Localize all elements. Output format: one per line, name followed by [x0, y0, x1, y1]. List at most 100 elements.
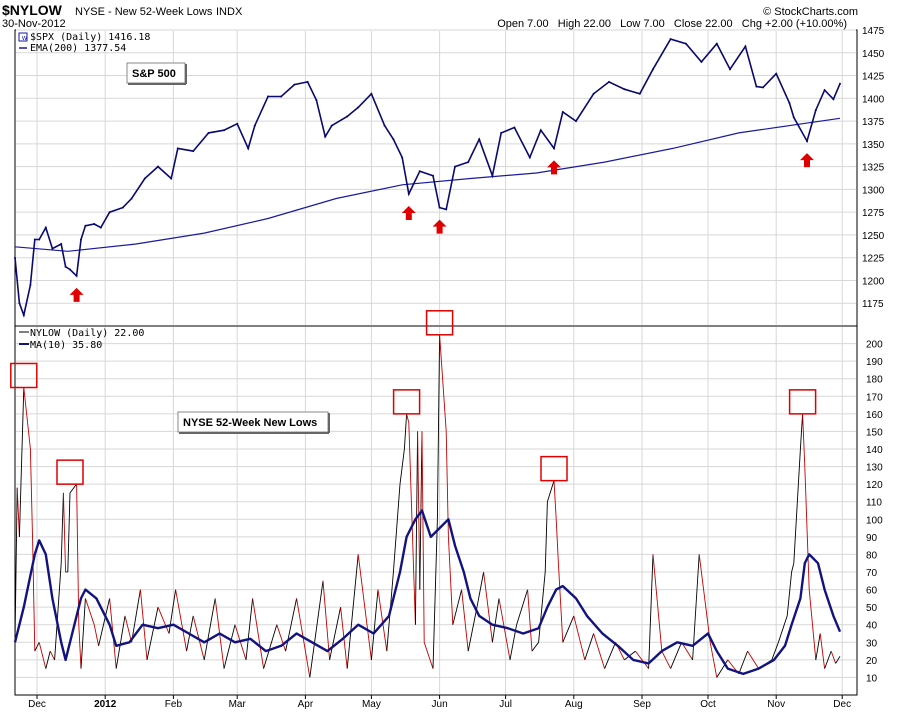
price-tick-label: 1250 — [862, 231, 885, 242]
nylow-segment — [16, 487, 20, 537]
nylow-segment — [115, 615, 126, 669]
nylow-segment — [562, 615, 575, 643]
spx-data-point — [823, 89, 826, 92]
nylow-segment — [747, 650, 759, 669]
spx-data-point — [700, 60, 703, 63]
spx-data-point — [253, 124, 256, 127]
nylow-segment — [786, 571, 793, 616]
x-tick-label: Feb — [165, 699, 183, 710]
nylow-segment — [593, 633, 606, 669]
lows-label: NYSE 52-Week New Lows — [183, 417, 317, 429]
legend-ma: MA(10) 35.80 — [30, 340, 102, 351]
lows-tick-label: 80 — [866, 550, 878, 561]
peak-highlight-box — [788, 389, 817, 415]
spx-data-point — [715, 42, 718, 45]
peak-highlight-box — [540, 455, 568, 482]
nylow-segment — [76, 484, 80, 625]
spx-data-point — [806, 140, 808, 143]
peak-highlights — [10, 310, 817, 485]
nylow-segment — [648, 554, 654, 669]
spx-data-point — [392, 138, 395, 141]
spx-data-point — [60, 243, 63, 245]
nylow-segment — [45, 650, 51, 669]
nylow-segment — [804, 466, 808, 529]
nylow-segment — [491, 598, 500, 643]
nylow-segment — [516, 589, 529, 625]
spx-data-point — [44, 226, 47, 229]
spx-data-point — [500, 131, 503, 134]
spx-data-point — [99, 226, 102, 229]
spx-data-point — [143, 177, 146, 180]
x-tick-label: Aug — [565, 699, 583, 710]
nylow-segment — [777, 615, 788, 643]
nylow-segment — [793, 448, 801, 564]
nylow-segment — [49, 650, 56, 661]
nylow-segment — [322, 580, 331, 660]
nylow-segment — [392, 484, 401, 573]
lows-tick-label: 10 — [866, 673, 878, 684]
nylow-segment — [131, 589, 141, 643]
low-marker-arrow — [401, 205, 416, 220]
lows-tick-label: 20 — [866, 656, 878, 667]
lows-tick-label: 100 — [866, 515, 883, 526]
nylow-segment — [346, 554, 359, 669]
spx-data-point — [108, 211, 111, 214]
nylow-segment — [467, 607, 478, 652]
lows-tick-label: 90 — [866, 533, 878, 544]
price-legend: w $SPX (Daily) 1416.18 EMA(200) 1377.54 — [18, 32, 150, 54]
x-tick-label: 2012 — [94, 699, 117, 710]
spx-data-point — [652, 68, 654, 71]
spx-data-point — [669, 38, 672, 41]
spx-data-point — [247, 147, 250, 150]
chart-date: 30-Nov-2012 — [2, 18, 66, 30]
nylow-segment — [18, 387, 25, 537]
price-tick-label: 1200 — [862, 276, 885, 287]
nylow-segment — [830, 650, 837, 664]
nylow-segment — [252, 598, 265, 669]
chart-description: NYSE - New 52-Week Lows — [75, 6, 213, 18]
nylow-segment — [93, 624, 100, 646]
spx-data-point — [744, 45, 747, 48]
x-tick-label: May — [362, 699, 381, 710]
x-tick-label: Mar — [229, 699, 247, 710]
nylow-segment — [557, 563, 564, 643]
spx-data-point — [51, 247, 54, 250]
spx-data-point — [513, 126, 516, 129]
nylow-segment — [652, 554, 663, 652]
spx-data-point — [814, 109, 817, 112]
spx-data-point — [207, 131, 210, 134]
nylow-segment — [447, 536, 454, 625]
lows-tick-label: 180 — [866, 375, 883, 386]
nylow-segment — [399, 448, 405, 485]
spx-data-point — [121, 206, 124, 209]
nylow-segment — [802, 413, 806, 467]
price-tick-label: 1375 — [862, 117, 885, 128]
lows-tick-label: 130 — [866, 463, 883, 474]
spx-data-point — [539, 129, 542, 132]
nylow-segment — [276, 624, 287, 652]
nylow-segment — [80, 598, 86, 669]
nylow-segment — [692, 554, 700, 660]
nylow-segment — [124, 615, 133, 643]
x-tick-label: Jun — [432, 699, 448, 710]
lows-tick-label: 70 — [866, 568, 878, 579]
spx-data-point — [491, 174, 494, 177]
spx-data-point — [528, 156, 531, 159]
price-panel: 1175 1200 1225 1250 1275 1300 1325 1350 1375 1400… — [14, 26, 885, 342]
price-tick-label: 1300 — [862, 185, 885, 196]
nylow-segment — [84, 598, 95, 625]
price-tick-label: 1275 — [862, 208, 885, 219]
nylow-segment — [476, 571, 485, 608]
lows-tick-label: 40 — [866, 621, 878, 632]
spx-data-point — [75, 274, 78, 277]
nylow-segment — [835, 656, 841, 664]
spx-data-point — [418, 170, 421, 173]
lows-tick-label: 30 — [866, 638, 878, 649]
price-tick-label: 1400 — [862, 94, 885, 105]
nylow-segment — [738, 650, 749, 675]
spx-data-point — [324, 135, 327, 138]
nylow-segment — [14, 487, 18, 643]
lows-tick-label: 60 — [866, 586, 878, 597]
nylow-segment — [357, 554, 372, 660]
